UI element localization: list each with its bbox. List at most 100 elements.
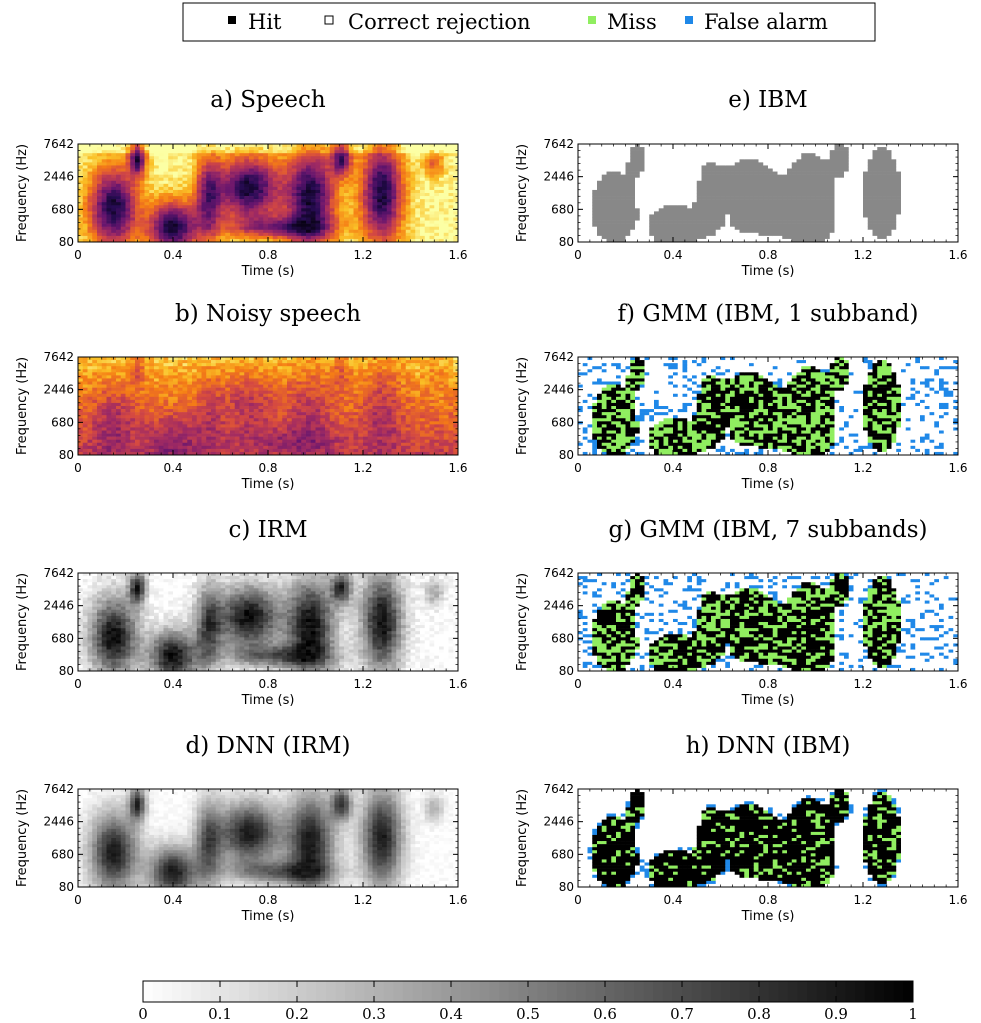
heatmap-cell [306, 168, 312, 172]
heatmap-cell [415, 421, 421, 425]
heatmap-cell [230, 168, 236, 172]
heatmap-cell [154, 183, 160, 188]
heatmap-cell [158, 384, 164, 388]
heatmap-cell [268, 430, 274, 434]
heatmap-cell [277, 402, 283, 407]
heatmap-cell [382, 196, 388, 200]
heatmap-cell [101, 171, 107, 175]
heatmap-cell [154, 445, 160, 450]
heatmap-cell [310, 223, 316, 227]
heatmap-cell [253, 396, 259, 401]
heatmap-cell [415, 418, 421, 422]
heatmap-cell [249, 409, 255, 413]
heatmap-cell [144, 436, 150, 440]
heatmap-cell [386, 217, 392, 221]
heatmap-cell [353, 229, 359, 234]
heatmap-cell [306, 147, 312, 151]
heatmap-cell [339, 360, 345, 364]
heatmap-cell [410, 180, 416, 185]
heatmap-cell [339, 150, 345, 154]
heatmap-cell [173, 369, 179, 373]
heatmap-cell [372, 177, 378, 182]
heatmap-cell [296, 199, 302, 203]
heatmap-cell [111, 418, 117, 422]
heatmap-cell [173, 229, 179, 234]
heatmap-cell [301, 439, 307, 444]
heatmap-cell [192, 208, 198, 212]
heatmap-cell [377, 406, 383, 410]
heatmap-cell [106, 177, 112, 182]
heatmap-cell [139, 430, 145, 434]
heatmap-cell [163, 208, 169, 212]
heatmap-cell [263, 226, 269, 231]
heatmap-cell [391, 445, 397, 450]
heatmap-cell [230, 211, 236, 215]
heatmap-cell [344, 418, 350, 422]
heatmap-cell [315, 211, 321, 215]
heatmap-cell [182, 180, 188, 185]
heatmap-cell [306, 381, 312, 385]
heatmap-cell [244, 396, 250, 401]
heatmap-cell [154, 193, 160, 197]
heatmap-cell [201, 424, 207, 428]
heatmap-cell [377, 183, 383, 188]
heatmap-cell [272, 372, 278, 376]
heatmap-cell [396, 360, 402, 364]
heatmap-cell [225, 220, 231, 224]
heatmap-cell [215, 445, 221, 450]
heatmap-cell [239, 369, 245, 373]
heatmap-cell [420, 217, 426, 221]
heatmap-cell [139, 402, 145, 407]
heatmap-cell [372, 223, 378, 227]
heatmap-cell [367, 442, 373, 447]
heatmap-cell [187, 223, 193, 227]
heatmap-cell [192, 150, 198, 154]
heatmap-cell [225, 144, 231, 148]
heatmap-cell [106, 217, 112, 221]
heatmap-cell [97, 436, 103, 440]
heatmap-cell [139, 412, 145, 416]
heatmap-cell [329, 150, 335, 154]
heatmap-cell [225, 174, 231, 178]
heatmap-cell [325, 226, 331, 231]
heatmap-cell [215, 390, 221, 395]
heatmap-cell [206, 229, 212, 234]
heatmap-cell [353, 399, 359, 404]
heatmap-cell [258, 171, 264, 175]
heatmap-cell [287, 433, 293, 437]
heatmap-cell [386, 235, 392, 240]
heatmap-cell [211, 193, 217, 197]
heatmap-cell [187, 186, 193, 191]
heatmap-cell [443, 226, 449, 231]
heatmap-cell [177, 378, 183, 382]
heatmap-cell [386, 165, 392, 169]
heatmap-cell [410, 390, 416, 395]
heatmap-cell [78, 406, 84, 410]
heatmap-cell [163, 214, 169, 218]
heatmap-cell [325, 211, 331, 215]
heatmap-cell [320, 369, 326, 373]
heatmap-cell [97, 186, 103, 191]
heatmap-cell [291, 409, 297, 413]
heatmap-cell [177, 439, 183, 444]
heatmap-cell [201, 211, 207, 215]
heatmap-cell [268, 159, 274, 163]
heatmap-cell [401, 159, 407, 163]
heatmap-cell [291, 360, 297, 364]
heatmap-cell [92, 366, 98, 370]
heatmap-cell [344, 174, 350, 178]
heatmap-cell [244, 372, 250, 376]
heatmap-cell [130, 199, 136, 203]
x-tick-label: 0.8 [258, 248, 277, 262]
heatmap-cell [230, 402, 236, 407]
heatmap-cell [144, 360, 150, 364]
heatmap-cell [363, 396, 369, 401]
heatmap-cell [405, 442, 411, 447]
heatmap-cell [78, 171, 84, 175]
heatmap-cell [139, 363, 145, 367]
heatmap-cell [310, 238, 316, 243]
heatmap-cell [220, 430, 226, 434]
heatmap-cell [329, 445, 335, 450]
heatmap-cell [206, 396, 212, 401]
heatmap-cell [287, 445, 293, 450]
